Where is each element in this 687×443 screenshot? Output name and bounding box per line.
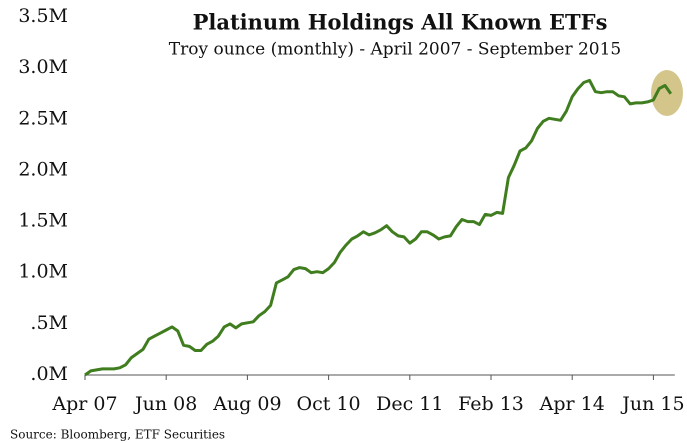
chart-subtitle: Troy ounce (monthly) - April 2007 - Sept…: [169, 40, 621, 60]
y-tick-label: 3.5M: [18, 5, 68, 27]
x-tick-label: Apr 14: [539, 393, 605, 415]
y-tick-label: .0M: [30, 363, 68, 385]
source-note: Source: Bloomberg, ETF Securities: [10, 428, 225, 442]
y-tick-label: .5M: [30, 312, 68, 334]
x-tick-label: Jun 08: [133, 393, 197, 415]
x-tick-label: Oct 10: [297, 393, 361, 415]
x-tick-label: Apr 07: [51, 393, 117, 415]
x-tick-label: Aug 09: [212, 393, 281, 415]
x-tick-label: Jun 15: [620, 393, 684, 415]
y-tick-label: 1.0M: [18, 261, 68, 283]
highlight: [651, 70, 683, 116]
y-tick-label: 1.5M: [18, 210, 68, 232]
x-tick-label: Dec 11: [376, 393, 443, 415]
x-tick-label: Feb 13: [458, 393, 524, 415]
y-tick-label: 2.5M: [18, 107, 68, 129]
chart-title: Platinum Holdings All Known ETFs: [193, 10, 608, 35]
y-tick-label: 2.0M: [18, 158, 68, 180]
data-line: [84, 78, 673, 377]
y-tick-label: 3.0M: [18, 56, 68, 78]
